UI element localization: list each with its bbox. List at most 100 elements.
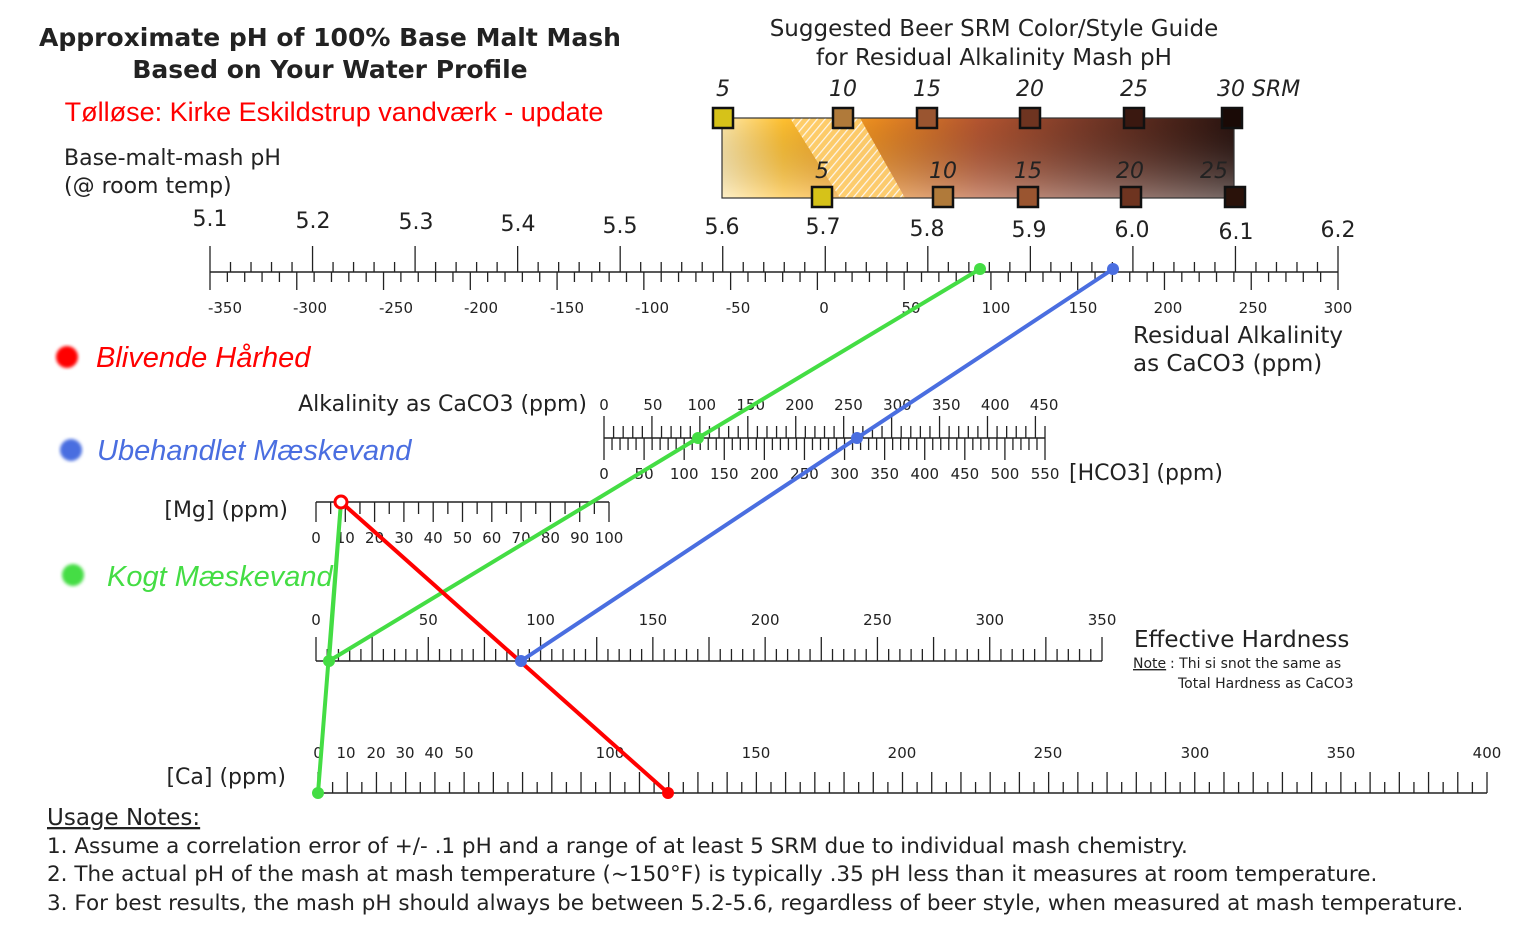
- srm-bottom-swatch: [1119, 185, 1143, 209]
- ca-scale-tick-label: 100: [596, 744, 625, 762]
- mg-scale-tick-label: 30: [394, 529, 413, 547]
- ph-scale-tick-label: 5.4: [501, 212, 536, 237]
- mg-scale-tick-label: 40: [424, 529, 443, 547]
- hco3-scale-tick-label: 300: [830, 465, 859, 483]
- srm-top-swatch: [1122, 106, 1146, 130]
- hco3-scale-label: [HCO3] (ppm): [1069, 461, 1223, 486]
- ra-scale-tick-label: 100: [982, 299, 1011, 317]
- ca-scale-tick-label: 40: [424, 744, 443, 762]
- srm-top-swatch: [915, 106, 939, 130]
- srm-guide-title1: Suggested Beer SRM Color/Style Guide: [770, 16, 1219, 42]
- srm-bottom-swatch: [1223, 185, 1247, 209]
- ph-scale-tick-label: 5.1: [193, 207, 228, 232]
- mg-scale-tick-label: 90: [570, 529, 589, 547]
- ra-scale: -350 -300 -250 -200 -150 -100 -50 0 50 100 150 200 2…: [208, 272, 1352, 317]
- blue-line: [519, 267, 1115, 663]
- srm-bottom-swatch: [1016, 185, 1040, 209]
- hco3-scale-tick-label: 200: [750, 465, 779, 483]
- hco3-scale-tick-label: 150: [710, 465, 739, 483]
- ra-scale-tick-label: 150: [1069, 299, 1098, 317]
- alk-scale-tick-label: 200: [785, 396, 814, 414]
- ra-scale-label1: Residual Alkalinity: [1133, 323, 1343, 349]
- hardness-note-line1: : Thi si snot the same as: [1170, 656, 1341, 672]
- ca-scale-tick-label: 50: [454, 744, 473, 762]
- green-point-ca: [312, 787, 324, 799]
- ca-scale-tick-label: 20: [366, 744, 385, 762]
- hardness-scale-tick-label: 50: [419, 611, 438, 629]
- ph-scale-tick-label: 5.3: [399, 210, 434, 235]
- mg-scale-tick-label: 50: [453, 529, 472, 547]
- srm-bottom-label: 10: [929, 159, 957, 184]
- srm-bottom-swatch: [810, 185, 834, 209]
- srm-top-label: 5: [716, 77, 730, 102]
- legend-dot-red: [56, 346, 78, 368]
- hardness-scale: 0 50 100 150 200 250 300 350: [311, 611, 1117, 662]
- srm-top-label: 20: [1016, 77, 1044, 102]
- hardness-scale-label: Effective Hardness: [1134, 627, 1349, 653]
- ra-scale-tick-label: -150: [550, 299, 584, 317]
- srm-top-swatch: [1220, 106, 1244, 130]
- blue-point-ra: [1107, 263, 1119, 275]
- ca-scale-tick-label: 250: [1034, 744, 1063, 762]
- ph-scale-label2: (@ room temp): [64, 174, 232, 199]
- hco3-scale-tick-label: 100: [670, 465, 699, 483]
- srm-bottom-swatches: 5 10 15 20 25: [810, 159, 1247, 209]
- ph-scale-tick-label: 5.2: [296, 209, 331, 234]
- legend-dot-green: [62, 564, 84, 586]
- green-point-alk: [692, 432, 704, 444]
- ca-scale-tick-label: 200: [888, 744, 917, 762]
- srm-top-swatch: [711, 106, 735, 130]
- ph-scale-tick-label: 6.1: [1219, 220, 1254, 245]
- mg-scale-tick-label: 60: [482, 529, 501, 547]
- ph-scale-tick-label: 5.9: [1012, 218, 1047, 243]
- hardness-scale-tick-label: 0: [311, 611, 321, 629]
- ph-scale-label1: Base-malt-mash pH: [64, 146, 281, 171]
- ca-scale-tick-label: 0: [313, 744, 323, 762]
- mg-scale: 0 10 20 30 40 50 60 70 80 90 100: [311, 501, 623, 547]
- chart-title-line2: Based on Your Water Profile: [132, 55, 527, 84]
- ra-scale-tick-label: 300: [1324, 299, 1353, 317]
- location-title: Tølløse: Kirke Eskildstrup vandværk - up…: [65, 97, 604, 127]
- ph-scale-tick-label: 5.7: [806, 215, 841, 240]
- ca-scale-tick-label: 350: [1327, 744, 1356, 762]
- ra-scale-tick-label: -350: [208, 299, 242, 317]
- hco3-scale-tick-label: 400: [910, 465, 939, 483]
- srm-top-swatch: [1018, 106, 1042, 130]
- srm-bottom-label: 15: [1014, 159, 1042, 184]
- usage-note-2: 2. The actual pH of the mash at mash tem…: [47, 862, 1377, 887]
- ra-scale-tick-label: 250: [1239, 299, 1268, 317]
- legend-label-red: Blivende Hårhed: [96, 342, 311, 374]
- legend-label-blue: Ubehandlet Mæskevand: [97, 435, 412, 467]
- alk-scale-tick-label: 0: [599, 396, 609, 414]
- green-point-hardness: [323, 655, 335, 667]
- hco3-scale-tick-label: 550: [1031, 465, 1060, 483]
- green-point-ra: [974, 263, 986, 275]
- hardness-scale-tick-label: 250: [863, 611, 892, 629]
- srm-top-label: 10: [829, 77, 857, 102]
- hco3-scale-tick-label: 500: [991, 465, 1020, 483]
- ra-scale-tick-label: -250: [379, 299, 413, 317]
- ph-scale-tick-label: 5.5: [603, 214, 638, 239]
- alk-scale-label: Alkalinity as CaCO3 (ppm): [298, 392, 587, 417]
- alk-scale-tick-label: 350: [932, 396, 961, 414]
- srm-top-swatches: 5 10 15 20 25 30 SRM: [711, 77, 1300, 130]
- hardness-scale-tick-label: 200: [751, 611, 780, 629]
- ca-scale-tick-label: 150: [742, 744, 771, 762]
- ca-scale-tick-label: 300: [1181, 744, 1210, 762]
- ra-scale-tick-label: -300: [293, 299, 327, 317]
- hardness-scale-tick-label: 100: [526, 611, 555, 629]
- ph-scale-tick-label: 6.2: [1321, 218, 1356, 243]
- hardness-note-prefix: Note: [1133, 656, 1166, 672]
- hardness-scale-tick-label: 350: [1088, 611, 1117, 629]
- mg-scale-label: [Mg] (ppm): [164, 498, 288, 523]
- ra-scale-tick-label: 200: [1154, 299, 1183, 317]
- red-line: [339, 500, 670, 795]
- alk-scale-tick-label: 100: [687, 396, 716, 414]
- red-point-mg: [333, 494, 349, 510]
- ra-scale-tick-label: -50: [726, 299, 751, 317]
- blue-point-alk: [851, 432, 863, 444]
- ra-scale-label2: as CaCO3 (ppm): [1133, 351, 1322, 377]
- srm-top-swatch: [831, 106, 855, 130]
- ca-scale-tick-label: 30: [395, 744, 414, 762]
- legend-dot-blue: [60, 439, 82, 461]
